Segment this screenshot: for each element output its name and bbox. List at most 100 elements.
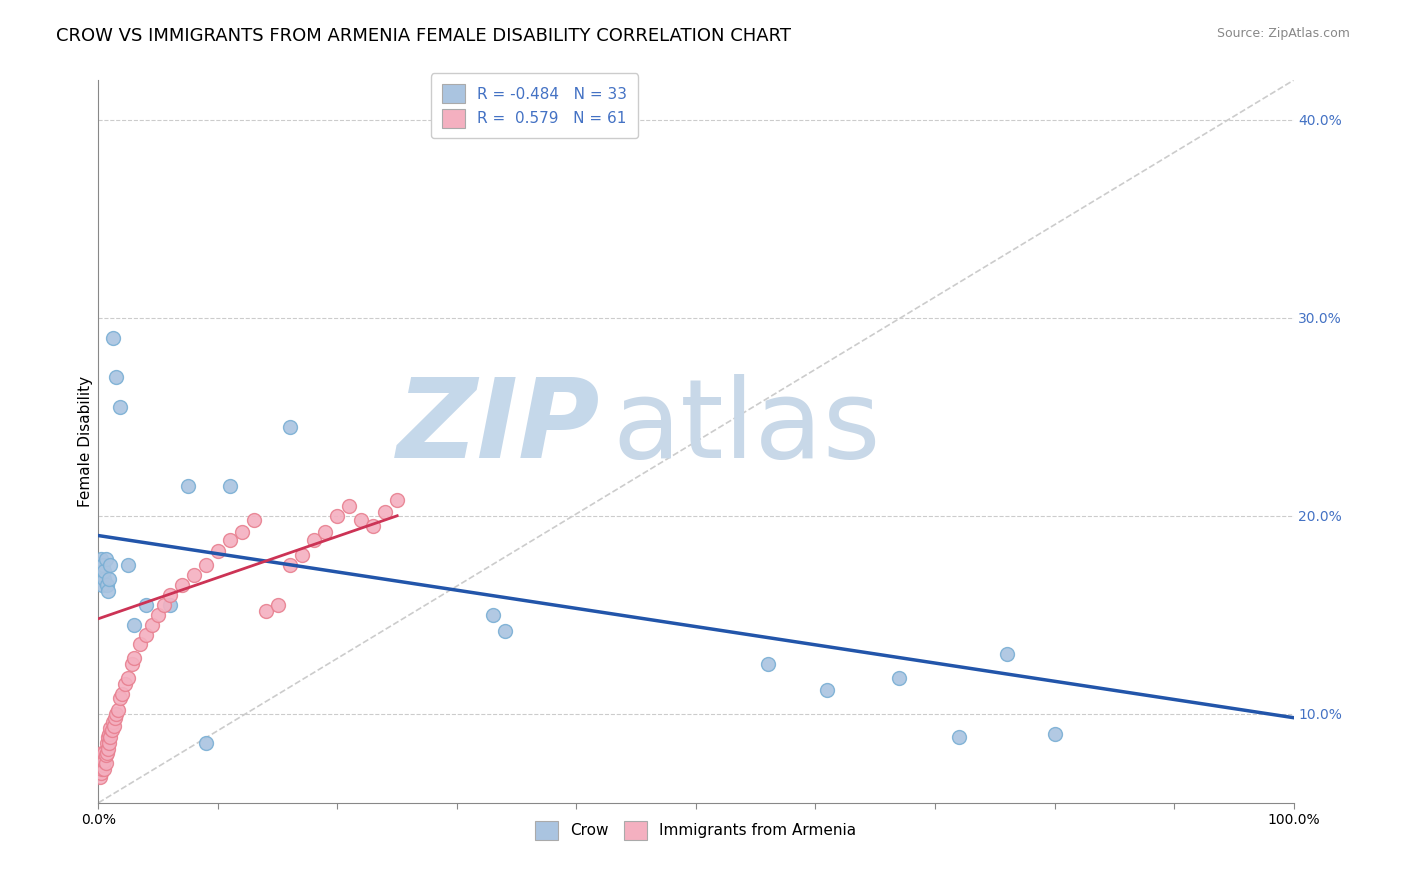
Point [91,758,114,772]
Point [91,747,114,761]
Point [207,544,229,558]
Point [114,677,136,691]
Point [93,747,115,761]
Point [89,770,111,784]
Point [90,758,112,772]
Y-axis label: Female Disability: Female Disability [77,376,93,508]
Point [97,742,120,756]
Point [339,499,361,513]
Point [374,505,396,519]
Point [995,648,1018,662]
Point [302,533,325,547]
Point [267,598,290,612]
Point [96,736,118,750]
Point [219,533,242,547]
Point [363,518,385,533]
Text: CROW VS IMMIGRANTS FROM ARMENIA FEMALE DISABILITY CORRELATION CHART: CROW VS IMMIGRANTS FROM ARMENIA FEMALE D… [56,27,792,45]
Point [91,750,114,764]
Point [91,568,114,582]
Point [104,711,127,725]
Point [153,598,176,612]
Point [91,564,114,578]
Point [172,578,194,592]
Point [231,524,253,539]
Point [350,513,373,527]
Point [756,657,779,672]
Point [195,558,218,573]
Point [124,617,146,632]
Point [117,671,139,685]
Point [91,578,114,592]
Point [315,524,337,539]
Point [148,607,170,622]
Point [90,572,112,586]
Point [111,687,134,701]
Point [124,651,146,665]
Point [278,558,301,573]
Point [93,572,115,586]
Point [93,762,115,776]
Point [159,588,181,602]
Point [135,627,157,641]
Point [889,671,911,685]
Point [98,558,122,573]
Point [219,479,242,493]
Point [89,754,111,768]
Point [90,750,112,764]
Point [89,762,111,776]
Point [96,578,118,592]
Point [101,330,124,344]
Point [135,598,157,612]
Point [107,703,129,717]
Point [91,558,114,573]
Point [291,549,314,563]
Point [481,607,505,622]
Point [90,766,112,780]
Text: Source: ZipAtlas.com: Source: ZipAtlas.com [1216,27,1350,40]
Point [93,564,115,578]
Point [97,584,120,599]
Point [105,370,128,384]
Point [97,731,120,745]
Point [108,690,131,705]
Point [243,513,266,527]
Point [385,492,409,507]
Point [94,756,117,771]
Legend: Crow, Immigrants from Armenia: Crow, Immigrants from Armenia [529,815,863,846]
Text: atlas: atlas [613,374,880,481]
Point [98,572,121,586]
Point [108,400,131,414]
Point [101,714,124,729]
Point [93,754,115,768]
Point [129,637,152,651]
Point [183,568,205,582]
Point [91,754,114,768]
Point [105,706,128,721]
Point [815,683,838,698]
Point [278,419,301,434]
Point [89,558,111,573]
Point [96,747,118,761]
Point [177,479,200,493]
Point [254,604,277,618]
Point [948,731,970,745]
Point [98,731,122,745]
Point [94,748,117,763]
Point [141,617,163,632]
Point [98,721,122,735]
Point [91,762,114,776]
Point [100,723,122,737]
Point [1043,726,1066,740]
Point [121,657,143,672]
Point [494,624,516,638]
Point [195,736,218,750]
Point [98,736,121,750]
Point [98,726,121,740]
Point [94,552,117,566]
Point [159,598,181,612]
Point [103,718,125,732]
Text: ZIP: ZIP [396,374,600,481]
Point [117,558,139,573]
Point [90,552,112,566]
Point [326,508,349,523]
